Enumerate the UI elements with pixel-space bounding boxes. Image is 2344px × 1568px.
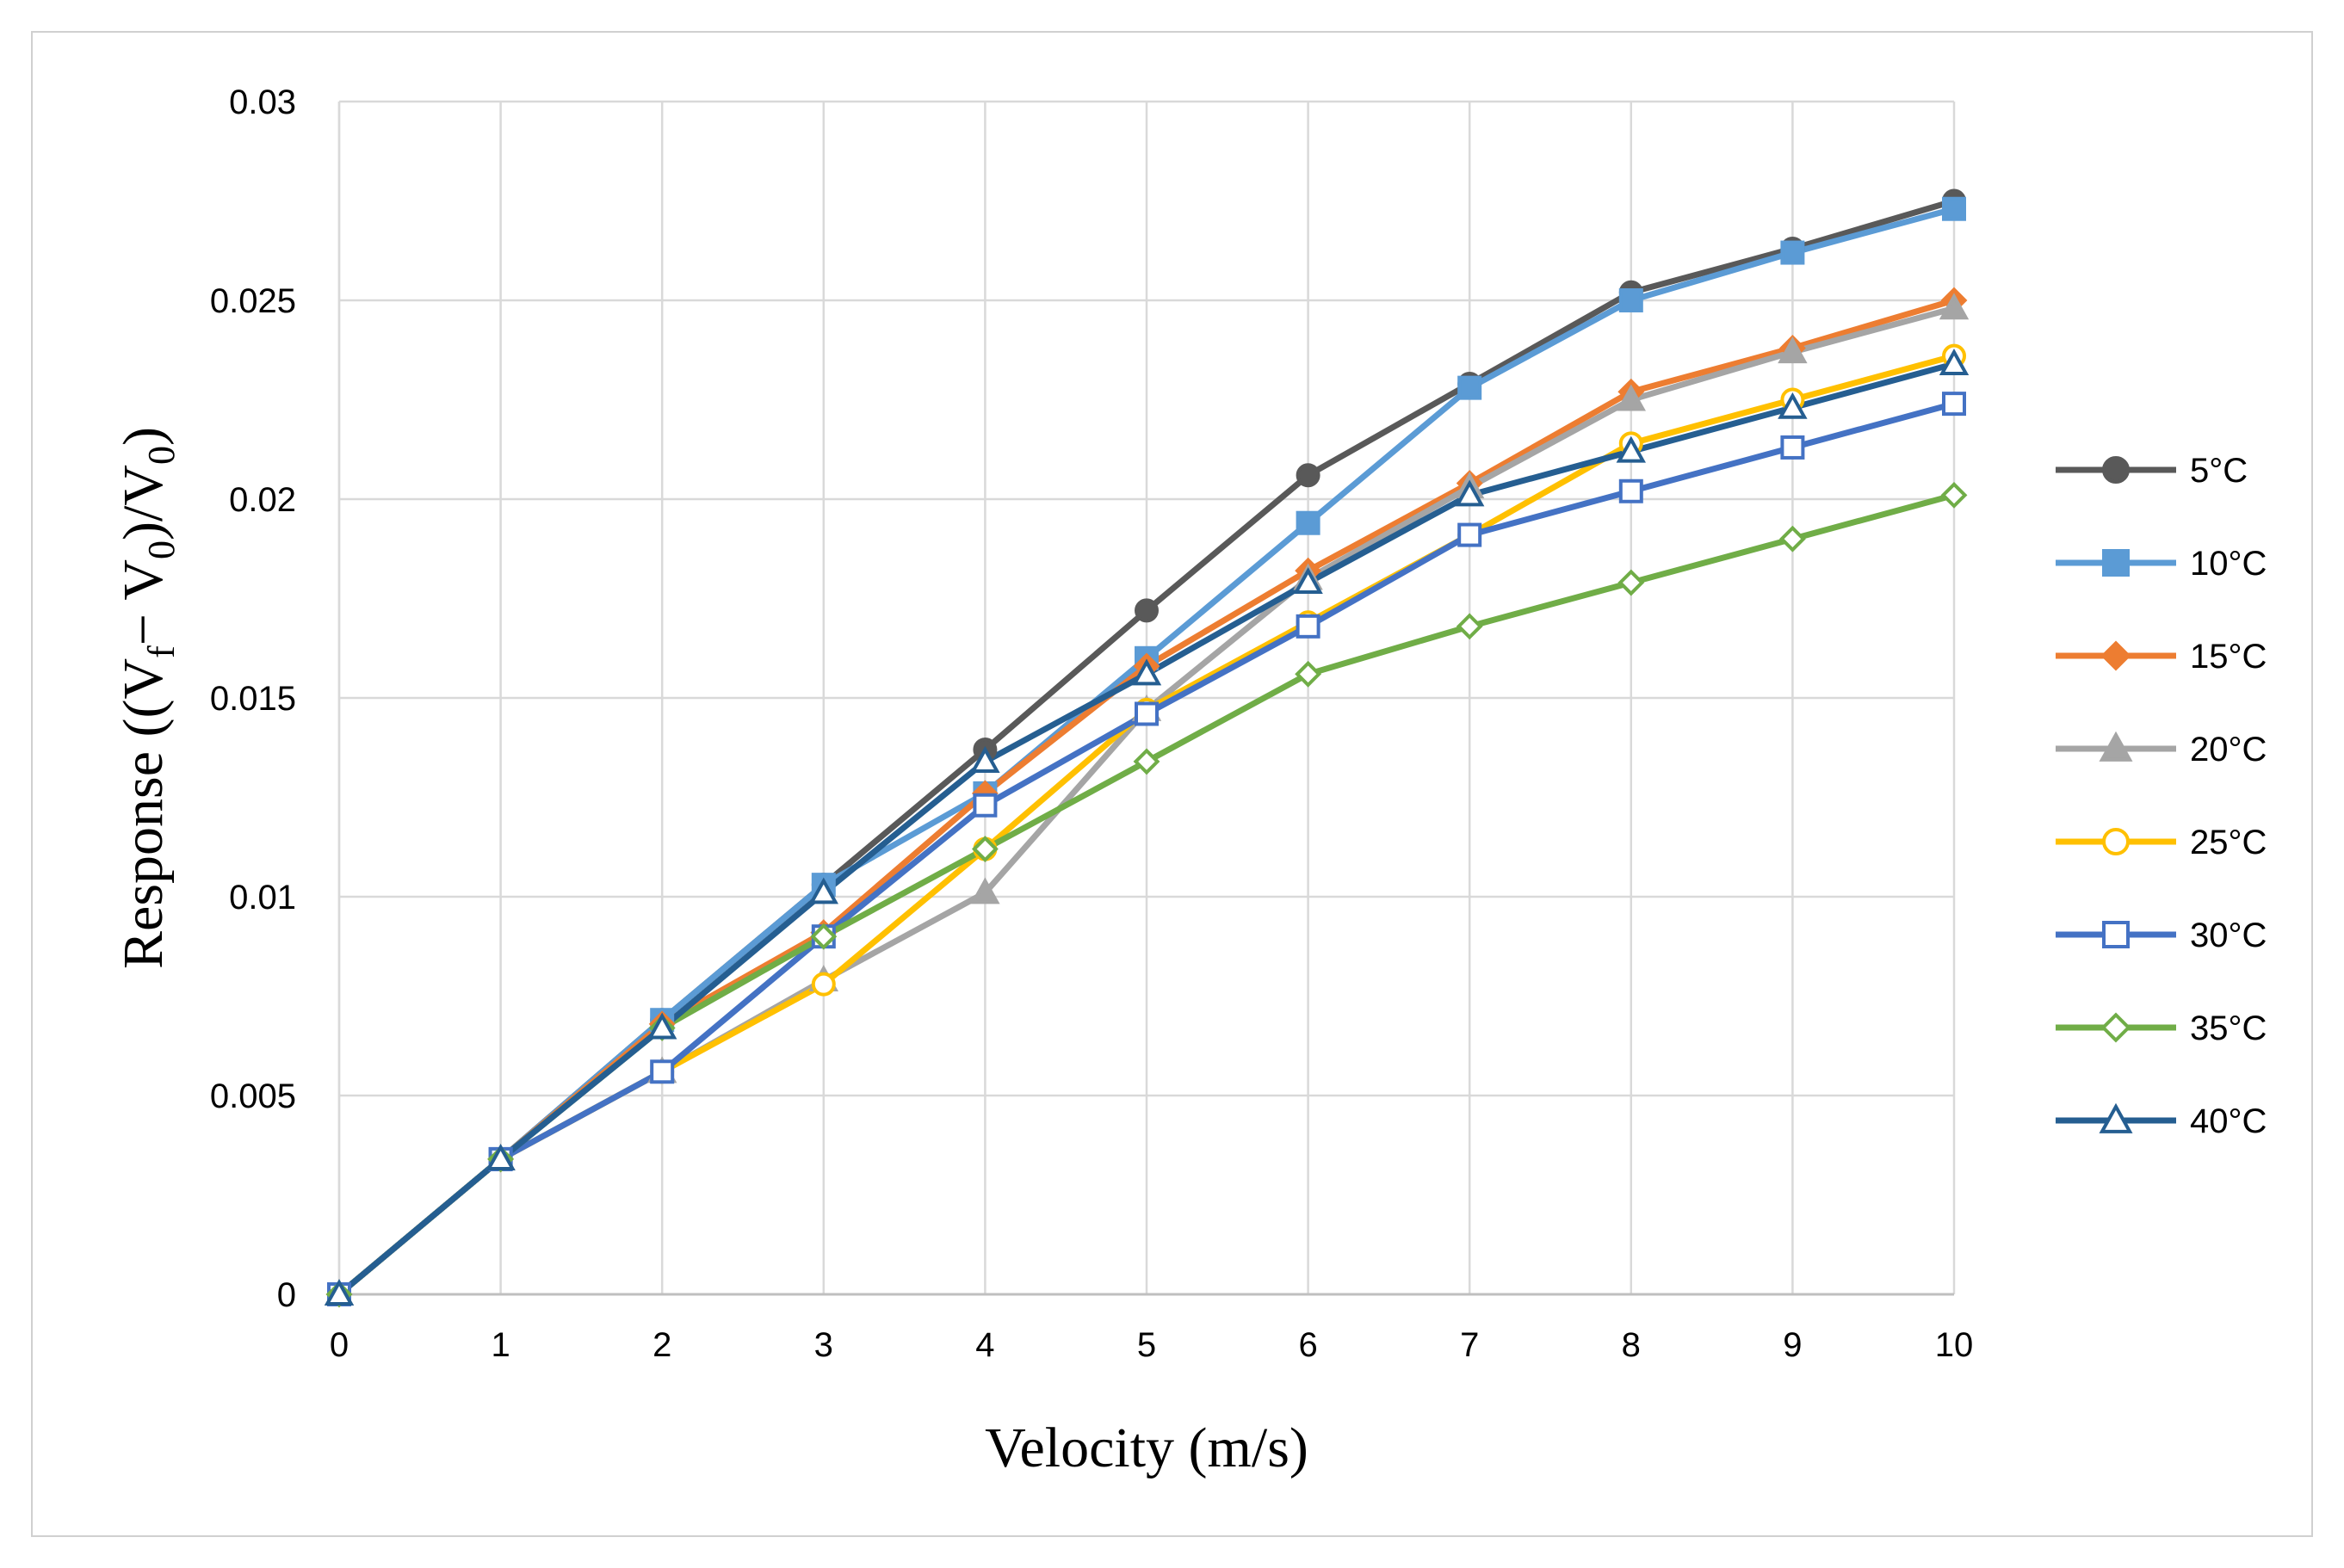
data-point — [647, 1012, 677, 1040]
y-title-sub-0b: 0 — [140, 446, 182, 465]
data-point — [1456, 613, 1483, 640]
y-title-suffix: ) — [112, 427, 175, 446]
y-tick-label: 0.025 — [210, 282, 296, 320]
series-markers — [324, 188, 1970, 1308]
legend-label: 40°C — [2190, 1102, 2267, 1140]
y-tick-label: 0.005 — [210, 1077, 296, 1115]
data-point — [485, 1144, 516, 1170]
line-chart: 0 0.005 0.01 0.015 0.02 0.025 0.03 0 1 2 3 4 5 6 7 8 9 10… — [112, 83, 2267, 1479]
data-point — [973, 793, 998, 818]
legend-marker — [2102, 456, 2130, 484]
y-title-sub-f: f — [140, 645, 182, 658]
legend-marker — [2099, 1102, 2133, 1133]
data-point — [1939, 349, 1970, 375]
y-tick-label: 0 — [277, 1276, 296, 1314]
data-point — [1296, 510, 1320, 535]
data-point — [1457, 375, 1482, 400]
data-point — [324, 1279, 355, 1306]
axes — [337, 102, 1954, 1296]
data-point — [1455, 479, 1485, 507]
data-point — [1295, 660, 1322, 688]
data-point — [1135, 598, 1159, 623]
x-tick-label: 9 — [1783, 1326, 1802, 1364]
data-point — [1778, 525, 1806, 553]
data-point — [970, 877, 1000, 904]
data-point — [808, 877, 838, 904]
data-point — [1618, 288, 1643, 312]
tick-labels: 0 0.005 0.01 0.015 0.02 0.025 0.03 0 1 2 3 4 5 6 7 8 9 10 — [210, 83, 1973, 1364]
data-point — [1296, 614, 1320, 639]
data-point — [1942, 196, 1966, 221]
data-point — [1616, 384, 1646, 411]
legend-label: 5°C — [2190, 452, 2248, 490]
x-axis-title: Velocity (m/s) — [985, 1417, 1308, 1479]
data-point — [970, 746, 1000, 773]
y-title-sub-0a: 0 — [140, 540, 182, 559]
y-title-prefix: Response ((V — [112, 658, 175, 969]
legend-label: 20°C — [2190, 731, 2267, 769]
y-tick-label: 0.015 — [210, 680, 296, 718]
legend-label: 25°C — [2190, 824, 2267, 861]
x-tick-label: 4 — [975, 1326, 994, 1364]
x-tick-label: 6 — [1298, 1326, 1317, 1364]
data-point — [1296, 463, 1320, 488]
legend-marker — [2102, 828, 2130, 855]
x-tick-label: 7 — [1460, 1326, 1479, 1364]
x-tick-label: 0 — [330, 1326, 349, 1364]
data-point — [1617, 569, 1645, 596]
legend-marker — [2102, 549, 2130, 577]
chart-frame: 0 0.005 0.01 0.015 0.02 0.025 0.03 0 1 2 3 4 5 6 7 8 9 10… — [31, 31, 2313, 1537]
y-title-mid2: )/V — [112, 465, 175, 540]
data-point — [1135, 701, 1159, 726]
y-title-mid: − V — [112, 559, 175, 645]
data-point — [1780, 240, 1805, 265]
legend-label: 10°C — [2190, 545, 2267, 583]
y-axis-title: Response ((Vf− V0)/V0) — [112, 427, 182, 969]
data-point — [811, 972, 836, 997]
data-point — [1939, 293, 1970, 320]
legend-marker — [2100, 1012, 2131, 1043]
y-tick-label: 0.03 — [229, 83, 296, 121]
y-tick-label: 0.02 — [229, 481, 296, 519]
legend-marker — [2102, 921, 2130, 948]
data-point — [1618, 478, 1643, 503]
x-tick-label: 2 — [652, 1326, 671, 1364]
data-point — [1778, 392, 1808, 419]
legend-marker — [2099, 731, 2133, 762]
legend: 5°C 10°C 15°C 20°C 25°C 30°C 35°C 40°C — [2056, 452, 2267, 1140]
data-point — [1616, 435, 1646, 463]
legend-marker — [2100, 640, 2131, 671]
legend-label: 35°C — [2190, 1009, 2267, 1047]
data-point — [650, 1059, 675, 1084]
legend-label: 15°C — [2190, 638, 2267, 676]
data-point — [971, 836, 999, 862]
data-point — [1457, 522, 1482, 547]
y-tick-label: 0.01 — [229, 879, 296, 917]
data-point — [1942, 392, 1966, 417]
x-tick-label: 10 — [1935, 1326, 1974, 1364]
data-point — [1131, 658, 1162, 686]
x-tick-label: 5 — [1137, 1326, 1156, 1364]
x-tick-label: 8 — [1622, 1326, 1641, 1364]
data-point — [1940, 481, 1968, 509]
data-point — [1780, 435, 1805, 460]
data-point — [1293, 567, 1323, 595]
legend-label: 30°C — [2190, 917, 2267, 954]
x-tick-label: 3 — [814, 1326, 833, 1364]
data-point — [1133, 748, 1160, 775]
x-tick-label: 1 — [491, 1326, 510, 1364]
data-point — [1778, 336, 1808, 364]
data-point — [810, 923, 838, 950]
